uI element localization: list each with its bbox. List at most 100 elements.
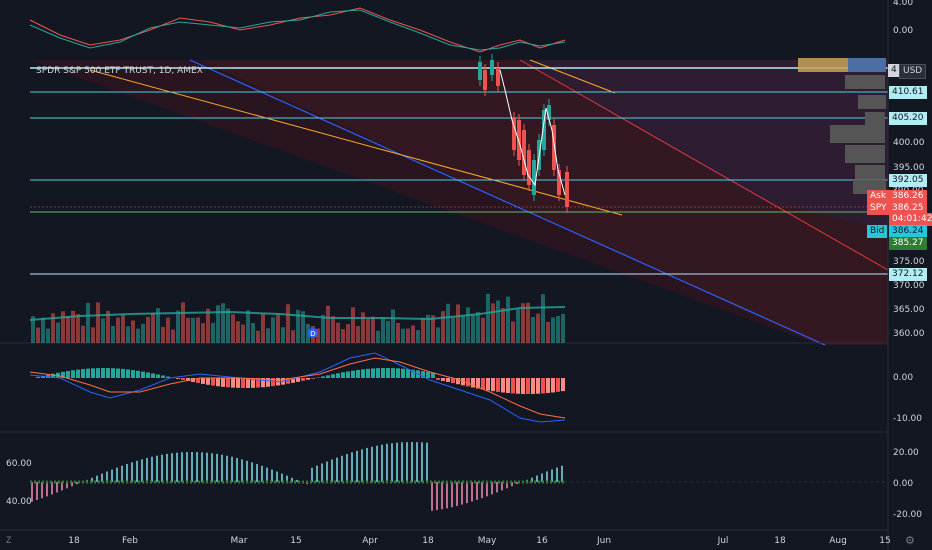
price-tick: 365.00 (893, 305, 925, 315)
volume-bar (206, 308, 210, 343)
stoch-tick: 0.00 (893, 26, 913, 36)
volume-bar (121, 314, 125, 343)
osc-tick: -20.00 (893, 510, 922, 520)
volume-bar (396, 322, 400, 343)
level-tag-405[interactable]: 405.20 (889, 112, 927, 125)
level-tag-372[interactable]: 372.12 (889, 268, 927, 281)
candle-body (490, 60, 494, 75)
macd-bar (216, 378, 220, 387)
volume-bar (491, 303, 495, 343)
macd-bar (211, 378, 215, 386)
candle-body (522, 130, 526, 175)
macd-bar (176, 378, 180, 379)
price-tick: 395.00 (893, 163, 925, 173)
volume-bar (246, 310, 250, 343)
yellow-trendline-short[interactable] (529, 59, 616, 94)
time-label: Aug (829, 536, 847, 546)
macd-bar (326, 375, 330, 378)
time-label: 15 (290, 536, 301, 546)
close-line-price[interactable]: 385.27 (889, 237, 927, 250)
volume-bar (401, 328, 405, 343)
dividend-marker-icon[interactable] (308, 328, 318, 338)
symbol-legend[interactable]: SPDR S&P 500 ETF TRUST, 1D, AMEX (36, 66, 203, 76)
time-axis[interactable]: 18 Feb Mar 15 Apr 18 May 16 Jun Jul 18 A… (68, 536, 890, 546)
macd-bar (146, 372, 150, 378)
macd-bar (506, 378, 510, 394)
candle-body (557, 170, 561, 195)
time-label: Jul (717, 536, 729, 546)
volume-bars (31, 293, 565, 343)
candle-body (542, 110, 546, 150)
macd-blue-line (29, 352, 566, 423)
volume-bar (486, 293, 490, 343)
volume-profile (798, 58, 886, 194)
macd-bar (551, 378, 555, 393)
macd-bar (446, 378, 450, 382)
ask-price[interactable]: 386.26 (889, 190, 927, 203)
macd-bar (316, 377, 320, 378)
volume-bar (476, 311, 480, 343)
volume-bar (166, 317, 170, 343)
dividend-marker-label: D (310, 330, 315, 338)
macd-bar (311, 378, 315, 379)
macd-bar (121, 368, 125, 378)
volume-bar (216, 305, 220, 343)
macd-bar (341, 372, 345, 378)
macd-bar (71, 370, 75, 378)
macd-bar (376, 368, 380, 378)
macd-bar (426, 371, 430, 378)
volume-bar (461, 316, 465, 343)
channel-lower-line[interactable] (189, 59, 826, 346)
macd-bar (486, 378, 490, 391)
volume-bar (446, 303, 450, 343)
volume-bar (191, 317, 195, 343)
macd-bar (226, 378, 230, 388)
time-label: Jun (596, 536, 611, 546)
volume-bar (116, 317, 120, 343)
volume-bar (536, 313, 540, 343)
gear-icon[interactable]: ⚙ (905, 535, 915, 547)
volume-bar (496, 300, 500, 343)
time-label: Feb (122, 536, 138, 546)
macd-histogram (36, 368, 565, 394)
macd-bar (336, 373, 340, 378)
macd-bar (471, 378, 475, 388)
level-tag-410[interactable]: 410.61 (889, 86, 927, 99)
volume-bar (106, 310, 110, 343)
volume-bar (451, 317, 455, 343)
price-axis[interactable]: 4.00 0.00 400.00 395.00 375.00 370.00 36… (893, 0, 925, 520)
volume-bar (436, 327, 440, 343)
level-tag-392[interactable]: 392.05 (889, 174, 927, 187)
macd-bar (256, 378, 260, 388)
volume-bar (111, 325, 115, 343)
macd-bar (466, 378, 470, 387)
last-price[interactable]: 386.25 (889, 202, 927, 215)
timezone-icon[interactable]: Z (6, 535, 12, 545)
volume-bar (416, 330, 420, 343)
volume-bar (76, 314, 80, 343)
channel-upper-line[interactable] (519, 59, 889, 271)
price-tick: 400.00 (893, 138, 925, 148)
currency-button[interactable]: USD (899, 64, 927, 79)
volume-bar (351, 307, 355, 343)
macd-bar (251, 378, 255, 388)
volume-bar (36, 327, 40, 343)
macd-bar (131, 370, 135, 378)
macd-bar (261, 378, 265, 388)
macd-bar (66, 370, 70, 378)
volume-bar (546, 321, 550, 343)
macd-bar (501, 378, 505, 393)
volume-bar (161, 326, 165, 343)
macd-bar (541, 378, 545, 394)
bar-countdown: 04:01:42 (889, 213, 932, 226)
macd-bar (561, 378, 565, 392)
volume-bar (306, 324, 310, 343)
osc-tick: 20.00 (893, 448, 919, 458)
macd-bar (431, 372, 435, 378)
volume-bar (136, 328, 140, 343)
volume-bar (326, 305, 330, 343)
macd-bar (346, 371, 350, 378)
macd-bar (511, 378, 515, 394)
bid-price[interactable]: 386.24 (889, 225, 927, 238)
